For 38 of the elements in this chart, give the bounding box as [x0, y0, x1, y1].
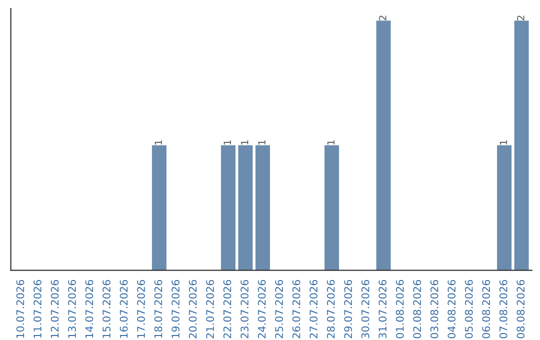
x-tick-label: 26.07.2026 — [292, 280, 300, 338]
data-label: 1 — [224, 140, 231, 145]
x-tick-label: 24.07.2026 — [258, 280, 266, 338]
x-tick-label: 01.08.2026 — [396, 280, 404, 338]
data-label: 1 — [327, 140, 334, 145]
x-tick-label: 20.07.2026 — [188, 280, 197, 338]
data-label: 1 — [154, 140, 162, 145]
x-tick-label: 22.07.2026 — [223, 280, 232, 338]
x-tick-label: 17.07.2026 — [137, 280, 145, 338]
x-tick-label: 25.07.2026 — [275, 280, 283, 338]
x-tick-label: 13.07.2026 — [68, 280, 76, 338]
x-tick-label: 07.08.2026 — [499, 280, 508, 338]
x-tick-label: 06.08.2026 — [482, 280, 490, 338]
x-tick-label: 14.07.2026 — [85, 280, 94, 338]
x-tick-label: 23.07.2026 — [240, 280, 248, 338]
x-tick-label: 29.07.2026 — [344, 280, 352, 338]
x-tick-label: 02.08.2026 — [413, 280, 422, 338]
x-tick-label: 16.07.2026 — [120, 280, 128, 338]
x-tick-label: 21.07.2026 — [206, 280, 214, 338]
x-tick-label: 05.08.2026 — [464, 280, 473, 338]
x-tick-label: 27.07.2026 — [310, 280, 318, 338]
x-tick-label: 19.07.2026 — [172, 280, 180, 338]
x-tick-label: 08.08.2026 — [516, 280, 525, 338]
data-label: 1 — [258, 140, 266, 145]
data-label: 1 — [500, 140, 507, 145]
data-label: 2 — [517, 16, 524, 20]
x-tick-label: 10.07.2026 — [16, 280, 24, 338]
x-tick-label: 28.07.2026 — [326, 280, 335, 338]
x-tick-label: 11.07.2026 — [34, 280, 42, 338]
x-tick-label: 15.07.2026 — [102, 280, 110, 338]
x-tick-label: 04.08.2026 — [448, 280, 456, 338]
x-tick-label: 18.07.2026 — [154, 280, 162, 338]
x-tick-label: 12.07.2026 — [50, 280, 59, 338]
data-label: 1 — [241, 140, 248, 145]
x-tick-label: 03.08.2026 — [430, 280, 438, 338]
data-label: 2 — [378, 16, 386, 20]
x-tick-label: 31.07.2026 — [378, 280, 387, 338]
x-tick-label: 30.07.2026 — [361, 280, 370, 338]
